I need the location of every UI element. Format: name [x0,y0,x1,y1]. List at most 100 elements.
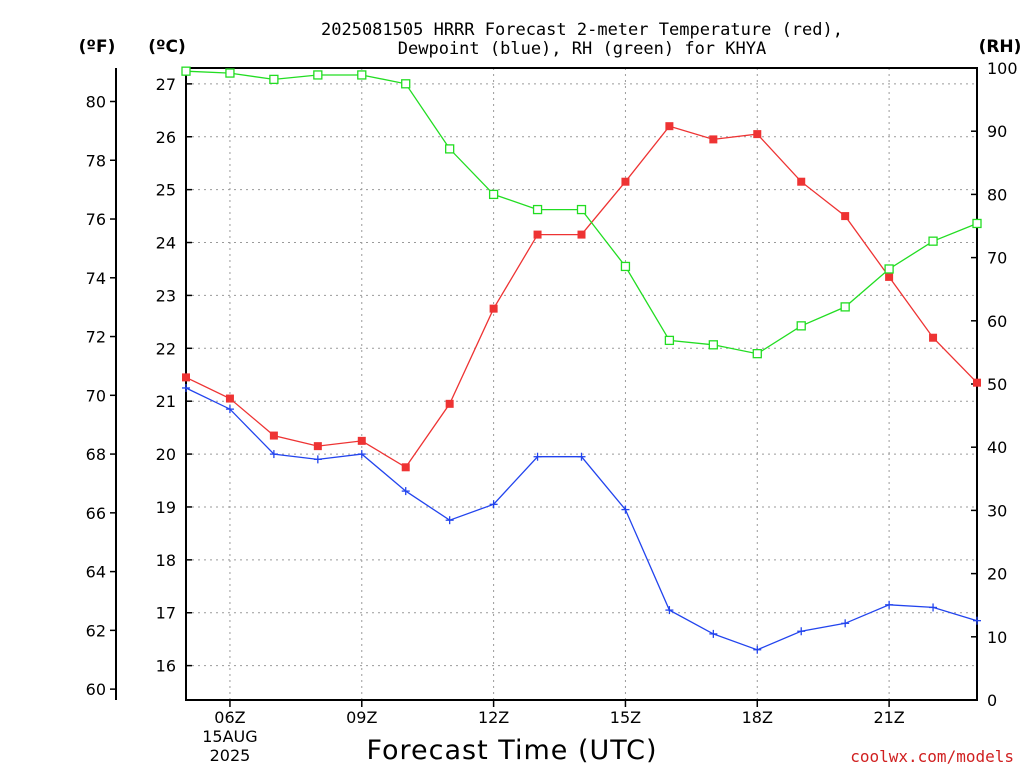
celsius-tick-label: 26 [156,128,176,147]
x-tick-label: 06Z [214,708,245,727]
temperature-point [621,177,630,186]
temperature-point [973,378,981,387]
chart-subtitle: Dewpoint (blue), RH (green) for KHYA [398,39,766,59]
plot-frame [185,67,978,701]
dewpoint-point [841,619,850,628]
dewpoint-point [182,383,190,392]
celsius-tick-label: 20 [156,445,176,464]
temperature-point [182,373,190,382]
rh-tick-label: 10 [987,628,1007,647]
rh-point [225,68,235,78]
celsius-unit-label: (ºC) [148,37,186,57]
temperature-point [665,122,674,131]
fahrenheit-tick-label: 72 [86,328,106,347]
rh-point [884,264,894,274]
rh-point [181,66,191,76]
dewpoint-series [182,383,981,654]
temperature-point [797,177,806,186]
dewpoint-point [489,500,498,509]
dewpoint-point [753,645,762,654]
rh-tick-label: 40 [987,438,1007,457]
rh-point [313,70,323,80]
temperature-line [185,125,978,469]
fahrenheit-tick-label: 80 [86,92,106,111]
x-tick-label: 15Z [610,708,641,727]
fahrenheit-tick-label: 76 [86,210,106,229]
dewpoint-line [185,387,978,651]
rh-point [445,144,455,154]
celsius-tick-label: 16 [156,657,176,676]
rh-tick-label: 50 [987,375,1007,394]
rh-tick-label: 70 [987,249,1007,268]
temperature-point [401,463,410,472]
dewpoint-point [225,405,234,414]
rh-point [488,189,499,200]
rh-point [664,335,675,346]
dewpoint-point [885,600,894,609]
rh-tick-label: 90 [987,122,1007,141]
chart-title: 2025081505 HRRR Forecast 2-meter Tempera… [321,20,843,40]
rh-point [532,204,543,215]
dewpoint-point [357,450,366,459]
rh-point [840,302,850,312]
fahrenheit-tick-label: 68 [86,445,106,464]
rh-point [576,204,587,215]
celsius-tick-label: 17 [156,604,176,623]
temperature-point [225,394,234,403]
dewpoint-point [929,603,938,612]
rh-point [796,321,806,331]
x-tick-label: 21Z [873,708,904,727]
temperature-point [577,230,586,239]
rh-point [972,218,982,229]
rh-point [708,340,718,350]
temperature-point [489,304,498,313]
rh-tick-label: 60 [987,312,1007,331]
rh-point [269,74,279,85]
celsius-tick-label: 23 [156,286,176,305]
x-tick-label: 18Z [742,708,773,727]
rh-unit-label: (RH) [979,37,1022,57]
temperature-point [445,399,454,408]
celsius-tick-label: 27 [156,75,176,94]
temperature-point [709,135,718,144]
fahrenheit-tick-label: 70 [86,386,106,405]
fahrenheit-tick-label: 60 [86,680,106,699]
rh-point [401,79,411,89]
dewpoint-point [709,629,718,638]
rh-tick-label: 0 [987,691,997,710]
rh-point [620,261,631,272]
celsius-tick-label: 19 [156,498,176,517]
fahrenheit-tick-label: 66 [86,504,106,523]
celsius-tick-label: 24 [156,234,176,253]
rh-point [752,349,762,359]
temperature-point [357,436,366,445]
dewpoint-point [797,627,806,636]
temperature-point [533,230,542,239]
temperature-point [929,333,938,342]
dewpoint-point [445,516,454,525]
celsius-tick-label: 25 [156,181,176,200]
x-tick-year-label: 2025 [210,746,251,765]
x-tick-label: 09Z [346,708,377,727]
dewpoint-point [269,450,278,459]
fahrenheit-tick-label: 74 [86,269,106,288]
rh-tick-label: 80 [987,185,1007,204]
dewpoint-point [973,616,981,625]
fahrenheit-tick-label: 62 [86,621,106,640]
fahrenheit-tick-label: 64 [86,563,106,582]
axes: 60 62 64 66 68 70 72 74 76 78 80 16 17 18 19 20 21 22 23 24… [86,59,1018,765]
celsius-tick-label: 22 [156,339,176,358]
dewpoint-point [401,487,410,496]
celsius-tick-label: 18 [156,551,176,570]
fahrenheit-unit-label: (ºF) [79,37,116,57]
temperature-point [313,442,322,451]
temperature-series [182,122,981,472]
series-layer [181,66,982,654]
rh-tick-label: 20 [987,565,1007,584]
dewpoint-point [621,505,630,514]
rh-point [357,70,367,80]
x-tick-label: 12Z [478,708,509,727]
fahrenheit-tick-label: 78 [86,151,106,170]
gridlines [186,68,977,700]
